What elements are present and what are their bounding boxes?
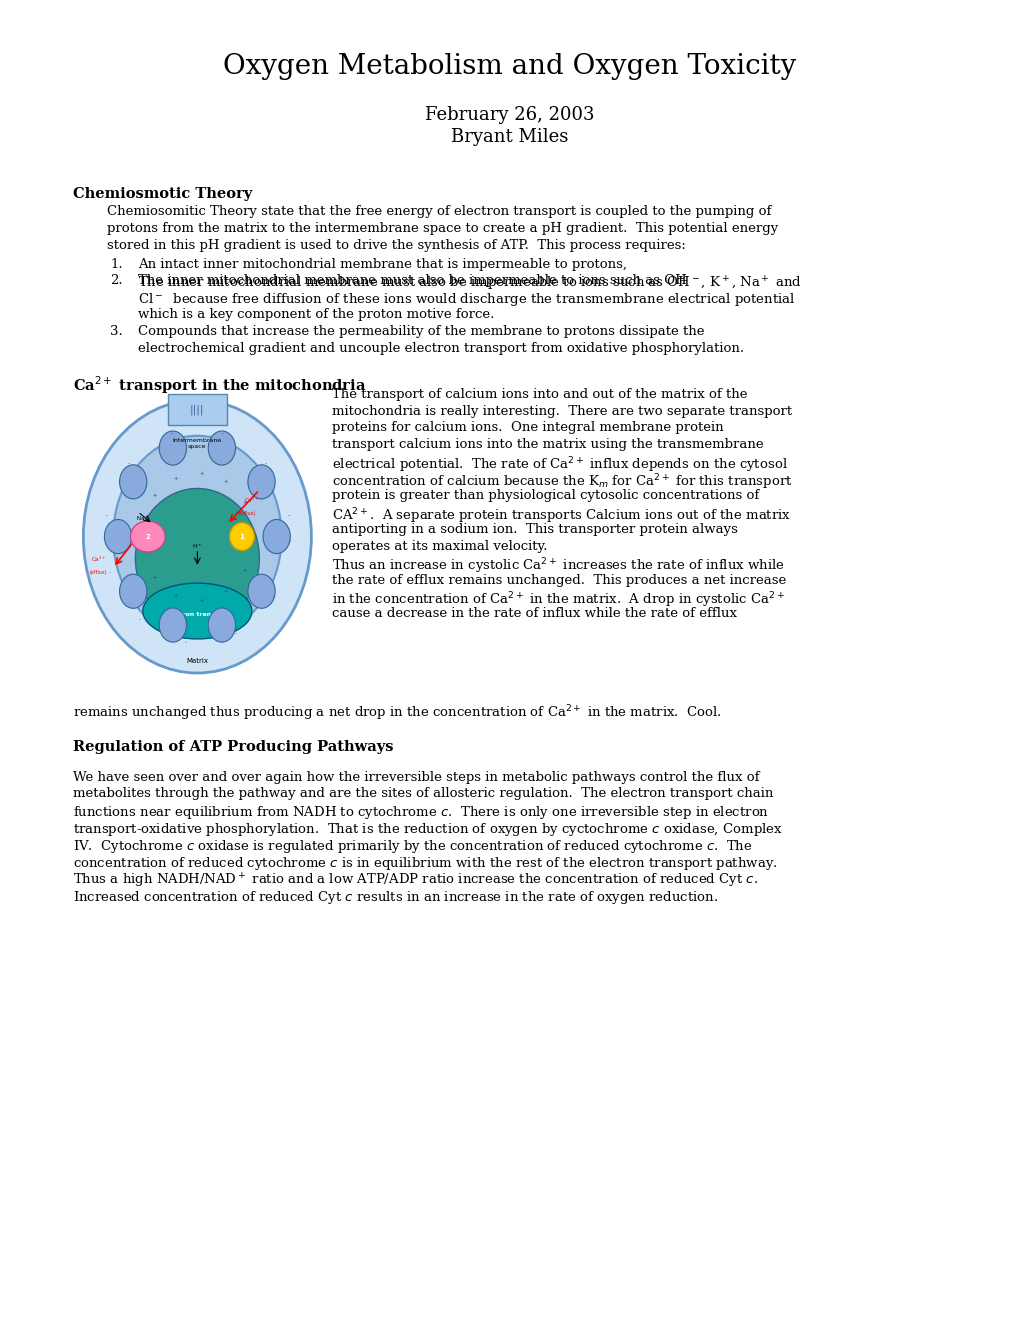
Circle shape bbox=[208, 432, 235, 465]
Text: -: - bbox=[139, 618, 141, 623]
Text: We have seen over and over again how the irreversible steps in metabolic pathway: We have seen over and over again how the… bbox=[73, 771, 759, 784]
Text: +: + bbox=[153, 492, 157, 498]
Circle shape bbox=[248, 465, 275, 499]
Text: +: + bbox=[199, 598, 203, 602]
Text: operates at its maximal velocity.: operates at its maximal velocity. bbox=[331, 540, 546, 553]
Text: functions near equilibrium from NADH to cytochrome $c$.  There is only one irrev: functions near equilibrium from NADH to … bbox=[73, 804, 769, 821]
Text: transport calcium ions into the matrix using the transmembrane: transport calcium ions into the matrix u… bbox=[331, 438, 762, 451]
Text: 2: 2 bbox=[146, 533, 150, 540]
Text: -: - bbox=[234, 631, 236, 636]
Text: +: + bbox=[173, 475, 177, 480]
Text: electrochemical gradient and uncouple electron transport from oxidative phosphor: electrochemical gradient and uncouple el… bbox=[138, 342, 743, 355]
Text: +: + bbox=[251, 528, 255, 533]
Text: +: + bbox=[243, 568, 247, 573]
Text: Thus a high NADH/NAD$^+$ ratio and a low ATP/ADP ratio increase the concentratio: Thus a high NADH/NAD$^+$ ratio and a low… bbox=[73, 873, 758, 890]
Circle shape bbox=[263, 520, 290, 553]
Text: An intact inner mitochondrial membrane that is impermeable to protons,: An intact inner mitochondrial membrane t… bbox=[138, 257, 626, 271]
Ellipse shape bbox=[113, 436, 281, 638]
Text: metabolites through the pathway and are the sites of allosteric regulation.  The: metabolites through the pathway and are … bbox=[73, 788, 773, 800]
Circle shape bbox=[208, 609, 235, 642]
Text: electrical potential.  The rate of Ca$^{2+}$ influx depends on the cytosol: electrical potential. The rate of Ca$^{2… bbox=[331, 455, 787, 475]
Text: transport-oxidative phosphorylation.  That is the reduction of oxygen by cyctoch: transport-oxidative phosphorylation. Tha… bbox=[73, 821, 783, 838]
Text: -: - bbox=[171, 432, 173, 436]
Text: in the concentration of Ca$^{2+}$ in the matrix.  A drop in cystolic Ca$^{2+}$: in the concentration of Ca$^{2+}$ in the… bbox=[331, 590, 784, 610]
Circle shape bbox=[104, 520, 131, 553]
Text: Intermembrane
space: Intermembrane space bbox=[172, 438, 222, 449]
Text: +: + bbox=[223, 589, 227, 594]
Bar bbox=[167, 393, 227, 425]
Text: Electron transport: Electron transport bbox=[165, 611, 229, 616]
Circle shape bbox=[159, 609, 186, 642]
Ellipse shape bbox=[130, 521, 165, 552]
Text: Chemiosmotic Theory: Chemiosmotic Theory bbox=[73, 187, 253, 202]
Text: Chemiosomitic Theory state that the free energy of electron transport is coupled: Chemiosomitic Theory state that the free… bbox=[107, 205, 770, 218]
Text: (efflux): (efflux) bbox=[90, 570, 107, 574]
Text: the rate of efflux remains unchanged.  This produces a net increase: the rate of efflux remains unchanged. Th… bbox=[331, 573, 785, 586]
Circle shape bbox=[159, 432, 186, 465]
Text: which is a key component of the proton motive force.: which is a key component of the proton m… bbox=[138, 309, 493, 321]
Text: stored in this pH gradient is used to drive the synthesis of ATP.  This process : stored in this pH gradient is used to dr… bbox=[107, 239, 686, 252]
Text: concentration of calcium because the K$_m$ for Ca$^{2+}$ for this transport: concentration of calcium because the K$_… bbox=[331, 473, 791, 492]
Text: Thus an increase in cystolic Ca$^{2+}$ increases the rate of influx while: Thus an increase in cystolic Ca$^{2+}$ i… bbox=[331, 557, 784, 577]
Text: CA$^{2+}$.  A separate protein transports Calcium ions out of the matrix: CA$^{2+}$. A separate protein transports… bbox=[331, 506, 790, 525]
Circle shape bbox=[248, 574, 275, 609]
Text: The inner mitochondrial membrane must also be impermeable to ions such as OH$^-$: The inner mitochondrial membrane must al… bbox=[138, 275, 801, 293]
Text: cause a decrease in the rate of influx while the rate of efflux: cause a decrease in the rate of influx w… bbox=[331, 607, 736, 620]
Text: -: - bbox=[128, 461, 130, 466]
Text: Bryant Miles: Bryant Miles bbox=[450, 128, 569, 147]
Text: protein is greater than physiological cytosolic concentrations of: protein is greater than physiological cy… bbox=[331, 488, 758, 502]
Ellipse shape bbox=[229, 523, 254, 550]
Text: mitochondria is really interesting.  There are two separate transport: mitochondria is really interesting. Ther… bbox=[331, 404, 791, 417]
Ellipse shape bbox=[136, 488, 259, 628]
Text: +: + bbox=[141, 549, 145, 554]
Text: +: + bbox=[153, 576, 157, 579]
Text: Ca$^{2+}$: Ca$^{2+}$ bbox=[91, 554, 106, 564]
Text: The transport of calcium ions into and out of the matrix of the: The transport of calcium ions into and o… bbox=[331, 388, 746, 401]
Text: IV.  Cytochrome $c$ oxidase is regulated primarily by the concentration of reduc: IV. Cytochrome $c$ oxidase is regulated … bbox=[73, 838, 752, 855]
Text: proteins for calcium ions.  One integral membrane protein: proteins for calcium ions. One integral … bbox=[331, 421, 722, 434]
Text: +: + bbox=[199, 471, 203, 475]
Text: Cl$^-$  because free diffusion of these ions would discharge the transmembrane e: Cl$^-$ because free diffusion of these i… bbox=[138, 292, 795, 309]
Text: -: - bbox=[221, 432, 223, 436]
Text: -: - bbox=[184, 640, 186, 645]
Text: Regulation of ATP Producing Pathways: Regulation of ATP Producing Pathways bbox=[73, 741, 393, 754]
Text: -: - bbox=[264, 461, 266, 466]
Ellipse shape bbox=[143, 583, 252, 639]
Text: concentration of reduced cytochrome $c$ is in equilibrium with the rest of the e: concentration of reduced cytochrome $c$ … bbox=[73, 855, 777, 873]
Text: ||||: |||| bbox=[190, 404, 205, 414]
Text: 1: 1 bbox=[239, 533, 245, 540]
Text: 2.: 2. bbox=[110, 275, 122, 288]
Text: +: + bbox=[173, 593, 177, 598]
Text: -: - bbox=[273, 594, 275, 599]
Text: H$^+$: H$^+$ bbox=[192, 543, 203, 550]
Text: Oxygen Metabolism and Oxygen Toxicity: Oxygen Metabolism and Oxygen Toxicity bbox=[223, 53, 796, 79]
Text: protons from the matrix to the intermembrane space to create a pH gradient.  Thi: protons from the matrix to the intermemb… bbox=[107, 222, 777, 235]
Text: -: - bbox=[105, 513, 107, 517]
Text: The inner mitochondrial membrane must also be impermeable to ions such as OH: The inner mitochondrial membrane must al… bbox=[138, 275, 686, 288]
Text: 3.: 3. bbox=[110, 325, 123, 338]
Text: antiporting in a sodium ion.  This transporter protein always: antiporting in a sodium ion. This transp… bbox=[331, 523, 737, 536]
Text: -: - bbox=[289, 540, 290, 544]
Text: -: - bbox=[287, 512, 289, 517]
Text: Increased concentration of reduced Cyt $c$ results in an increase in the rate of: Increased concentration of reduced Cyt $… bbox=[73, 888, 718, 906]
Text: Na$^+$: Na$^+$ bbox=[137, 515, 149, 523]
Text: Ca$^{2+}$ transport in the mitochondria: Ca$^{2+}$ transport in the mitochondria bbox=[73, 374, 367, 396]
Text: (influx): (influx) bbox=[238, 511, 256, 516]
Circle shape bbox=[119, 465, 147, 499]
Text: +: + bbox=[243, 500, 247, 504]
Text: Compounds that increase the permeability of the membrane to protons dissipate th: Compounds that increase the permeability… bbox=[138, 325, 703, 338]
Text: 1.: 1. bbox=[110, 257, 122, 271]
Text: +: + bbox=[223, 479, 227, 484]
Text: February 26, 2003: February 26, 2003 bbox=[425, 106, 594, 124]
Text: Ca$^{2+}$: Ca$^{2+}$ bbox=[244, 495, 259, 504]
Circle shape bbox=[119, 574, 147, 609]
Ellipse shape bbox=[84, 400, 311, 673]
Text: Matrix: Matrix bbox=[186, 657, 208, 664]
Text: -: - bbox=[109, 570, 111, 576]
Text: +: + bbox=[251, 540, 255, 545]
Text: remains unchanged thus producing a net drop in the concentration of Ca$^{2+}$ in: remains unchanged thus producing a net d… bbox=[73, 704, 721, 722]
Text: +: + bbox=[141, 519, 145, 524]
